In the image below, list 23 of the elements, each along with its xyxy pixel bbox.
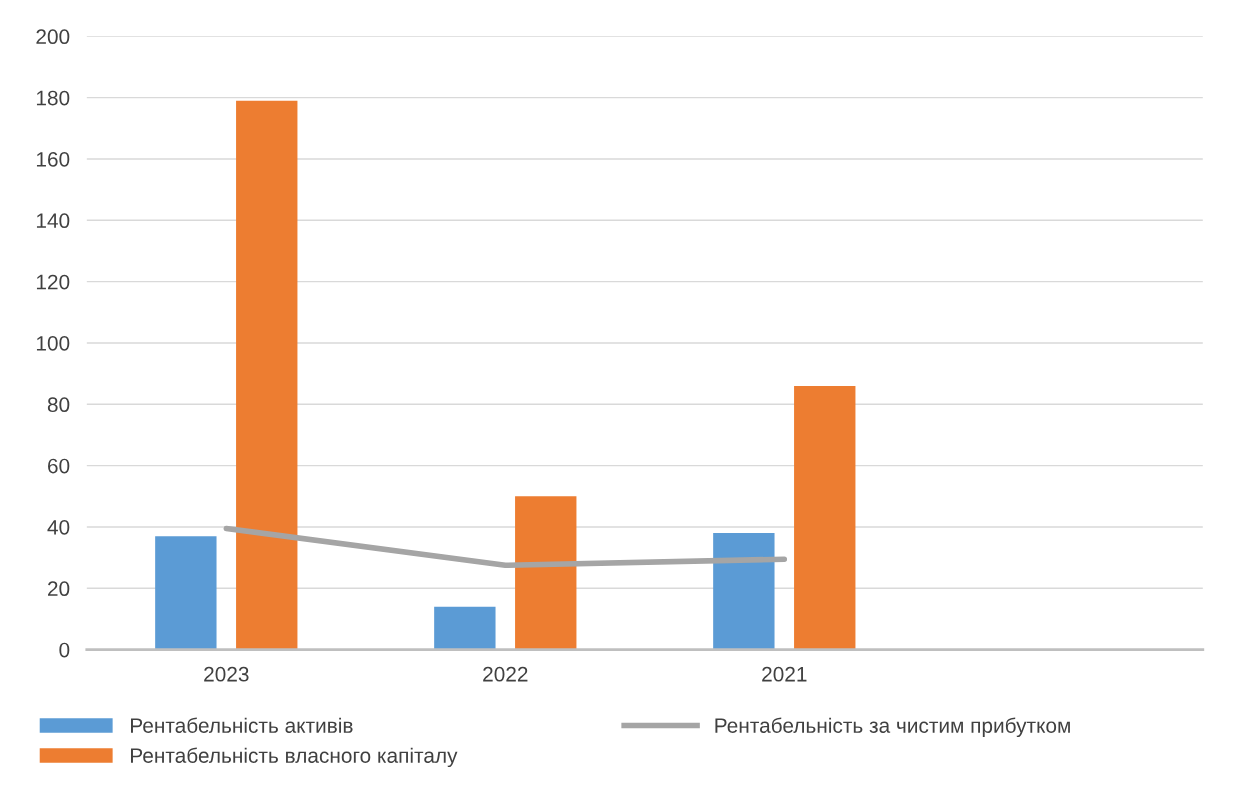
x-tick-label: 2022: [483, 666, 528, 682]
bar: [434, 606, 496, 650]
bar: [515, 496, 577, 650]
bar: [713, 533, 775, 650]
bar: [794, 385, 856, 650]
bar: [236, 100, 298, 650]
y-tick-label: 180: [36, 90, 70, 106]
legend-label: Рентабельність за чистим прибутком: [715, 717, 1070, 738]
y-tick-label: 140: [36, 213, 70, 229]
legend-label: Рентабельність активів: [131, 717, 353, 733]
x-tick-label: 2021: [762, 666, 807, 682]
y-tick-label: 40: [47, 519, 70, 535]
y-tick-label: 120: [36, 274, 70, 290]
y-tick-label: 20: [48, 581, 70, 597]
legend-label: Рентабельність власного капіталу: [131, 747, 458, 768]
x-tick-label: 2023: [204, 666, 249, 682]
y-tick-label: 160: [36, 151, 70, 167]
y-tick-label: 200: [36, 29, 70, 45]
y-tick-label: 60: [48, 458, 70, 474]
y-tick-label: 100: [36, 335, 70, 351]
y-tick-label: 0: [59, 642, 70, 658]
bar: [155, 536, 217, 650]
y-tick-label: 80: [47, 397, 70, 413]
